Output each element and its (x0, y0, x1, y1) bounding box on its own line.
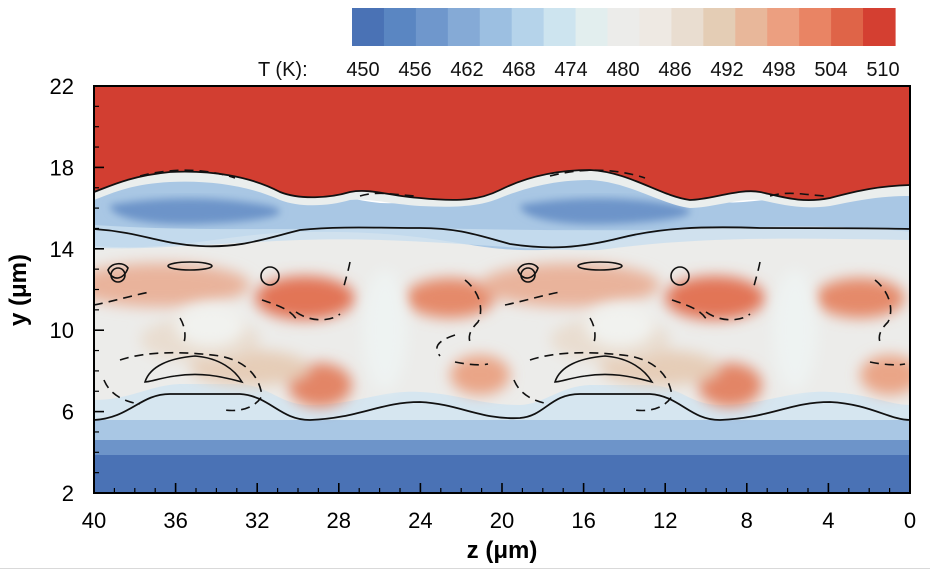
colorbar (352, 8, 896, 46)
y-axis: 2 6 10 14 18 22 (50, 74, 104, 506)
y-tick-label: 22 (50, 74, 74, 99)
colorbar-tick-label: 456 (398, 59, 431, 81)
y-tick-label: 18 (50, 155, 74, 180)
colorbar-swatch (543, 8, 577, 46)
x-axis-label: z (μm) (467, 537, 538, 564)
colorbar-tick-label: 480 (606, 59, 639, 81)
x-tick-label: 16 (571, 508, 595, 533)
colorbar-swatch (671, 8, 704, 46)
hot-spots (94, 263, 910, 407)
isoline-top (94, 169, 910, 202)
lower-interface (94, 392, 910, 440)
colorbar-swatch (575, 8, 609, 46)
colorbar-tick-labels: 450 456 462 468 474 480 486 492 498 504 510 (346, 59, 899, 81)
colorbar-tick-label: 504 (814, 59, 847, 81)
colorbar-swatch (415, 8, 449, 46)
y-tick-label: 14 (50, 237, 74, 262)
x-tick-label: 8 (741, 508, 753, 533)
y-tick-label: 2 (62, 481, 74, 506)
lower-interface-fade (94, 384, 910, 420)
x-tick-label: 24 (408, 508, 432, 533)
colorbar-swatch (447, 8, 481, 46)
x-tick-label: 0 (904, 508, 916, 533)
x-axis: 40 36 32 28 24 20 16 12 8 4 0 (82, 483, 916, 533)
colorbar-tick-label: 510 (866, 59, 899, 81)
colorbar-label: T (K): (258, 59, 308, 81)
colorbar-swatch (383, 8, 417, 46)
contour-lines (94, 169, 910, 421)
x-tick-label: 12 (653, 508, 677, 533)
colorbar-swatch (767, 8, 800, 46)
x-tick-label: 28 (327, 508, 351, 533)
colorbar-swatch (607, 8, 641, 46)
x-tick-label: 36 (163, 508, 187, 533)
cold-core-upper (110, 198, 691, 225)
colorbar-swatch (352, 8, 385, 46)
y-tick-label: 10 (50, 318, 74, 343)
colorbar-tick-label: 498 (762, 59, 795, 81)
colorbar-swatch (511, 8, 545, 46)
y-axis-label: y (μm) (5, 254, 32, 326)
colorbar-tick-label: 492 (710, 59, 743, 81)
x-tick-label: 32 (245, 508, 269, 533)
colorbar-tick-label: 486 (658, 59, 691, 81)
cool-pockets (175, 270, 817, 390)
colorbar-tick-label: 450 (346, 59, 379, 81)
colorbar-swatch (799, 8, 832, 46)
temperature-field (94, 86, 910, 493)
colorbar-swatch (735, 8, 768, 46)
colorbar-swatch (479, 8, 513, 46)
hot-region-top (94, 86, 910, 201)
colorbar-swatch (831, 8, 864, 46)
colorbar-swatch (703, 8, 736, 46)
dashed-isolines (94, 169, 906, 412)
x-tick-label: 20 (490, 508, 514, 533)
y-tick-label: 6 (62, 400, 74, 425)
colorbar-swatch (863, 8, 896, 46)
colorbar-swatch (639, 8, 673, 46)
x-tick-label: 4 (822, 508, 834, 533)
colorbar-tick-label: 474 (554, 59, 587, 81)
isoline-islands (107, 261, 690, 384)
colorbar-tick-label: 468 (502, 59, 535, 81)
isoline-band (94, 226, 910, 249)
x-tick-label: 40 (82, 508, 106, 533)
colorbar-tick-label: 462 (450, 59, 483, 81)
